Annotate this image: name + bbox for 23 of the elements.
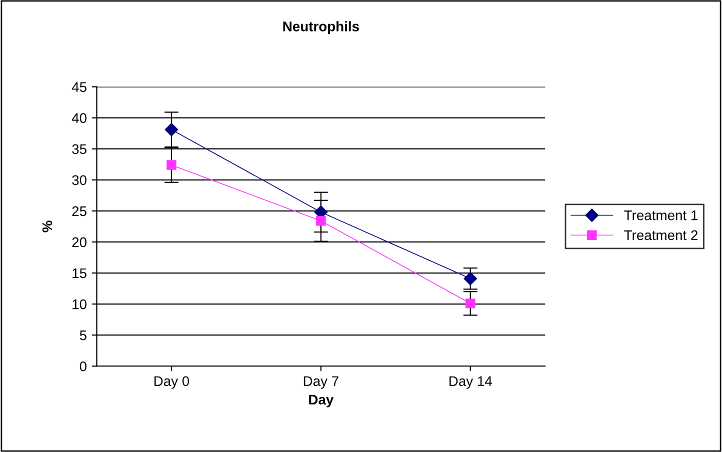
y-tick-label: 35 bbox=[72, 144, 86, 154]
y-tick-label: 5 bbox=[80, 330, 86, 340]
x-axis-title: Day bbox=[309, 394, 334, 408]
x-tick-label: Day 7 bbox=[304, 376, 338, 389]
y-axis-title: % bbox=[42, 220, 52, 232]
point bbox=[316, 216, 326, 226]
chart-title: Neutrophils bbox=[283, 21, 359, 34]
x-tick-label: Day 14 bbox=[450, 376, 492, 389]
y-tick-label: 0 bbox=[80, 361, 86, 372]
point bbox=[164, 123, 178, 136]
point bbox=[464, 272, 477, 286]
y-tick-label: 10 bbox=[72, 299, 86, 310]
y-tick-label: 20 bbox=[72, 237, 86, 248]
x-tick-label: Day 0 bbox=[154, 376, 190, 389]
legend-label: Treatment 2 bbox=[624, 230, 698, 240]
point bbox=[166, 160, 176, 170]
y-tick-label: 45 bbox=[72, 82, 86, 92]
legend-label: Treatment 1 bbox=[624, 210, 698, 220]
y-tick-label: 40 bbox=[72, 113, 86, 123]
y-tick-label: 30 bbox=[72, 175, 86, 186]
point bbox=[466, 298, 476, 308]
y-tick-label: 15 bbox=[72, 268, 86, 278]
y-tick-label: 25 bbox=[72, 206, 86, 216]
